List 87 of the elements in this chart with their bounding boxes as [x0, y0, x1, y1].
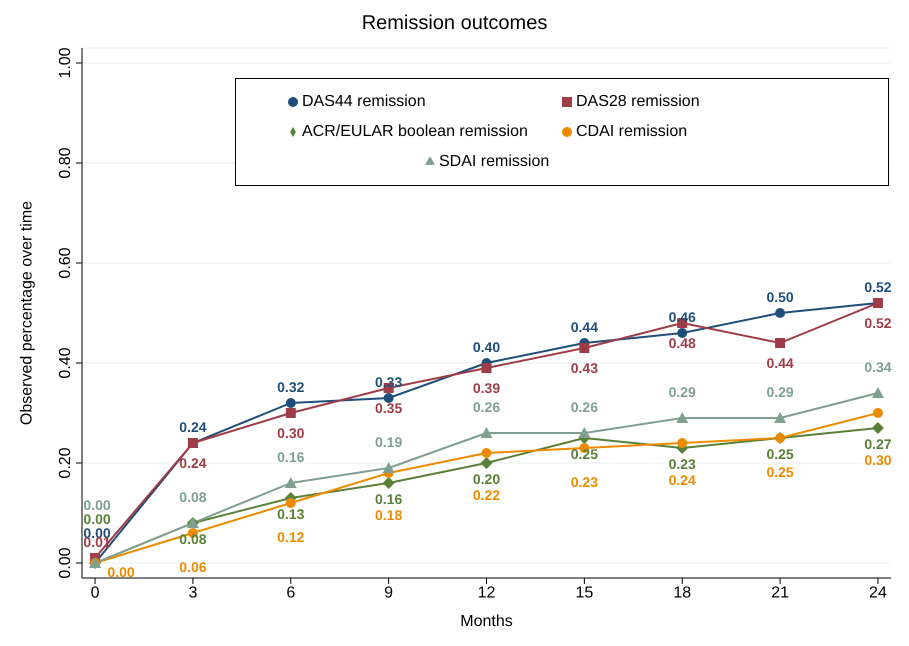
point — [677, 438, 688, 448]
data-label: 0.30 — [864, 452, 892, 468]
data-label: 0.25 — [766, 464, 794, 480]
data-label: 0.52 — [864, 279, 892, 295]
point — [775, 338, 786, 348]
legend-label: CDAI remission — [576, 122, 688, 142]
data-label: 0.35 — [375, 400, 402, 416]
data-label: 0.08 — [179, 489, 207, 505]
data-label: 0.23 — [570, 474, 598, 490]
data-label: 0.06 — [179, 559, 207, 575]
point — [579, 343, 590, 353]
point — [284, 477, 297, 488]
data-label: 0.43 — [570, 360, 598, 376]
x-tick-label: 24 — [869, 584, 887, 602]
data-label: 0.08 — [179, 531, 207, 547]
data-label: 0.26 — [472, 399, 500, 415]
data-label: 0.26 — [570, 399, 598, 415]
data-label: 0.27 — [864, 436, 892, 452]
y-axis-title: Observed percentage over time — [18, 200, 36, 426]
point — [677, 328, 688, 338]
data-label: 0.39 — [472, 380, 500, 396]
data-label: 0.23 — [668, 456, 696, 472]
data-label: 0.00 — [107, 564, 135, 580]
point — [286, 398, 296, 408]
data-label: 0.30 — [277, 425, 305, 441]
data-label: 0.29 — [766, 384, 794, 400]
data-label: 0.24 — [179, 419, 207, 435]
data-label: 0.20 — [472, 471, 500, 487]
data-label: 0.50 — [766, 289, 794, 305]
legend-label: DAS44 remission — [302, 92, 427, 112]
x-tick-label: 18 — [673, 584, 692, 602]
legend-label: ACR/EULAR boolean remission — [302, 122, 529, 142]
data-label: 0.25 — [570, 446, 598, 462]
data-label: 0.00 — [83, 511, 111, 527]
x-tick-label: 3 — [188, 584, 198, 602]
data-label: 0.32 — [277, 379, 305, 395]
point — [872, 422, 884, 434]
data-label: 0.16 — [277, 449, 305, 465]
data-label: 0.40 — [472, 339, 500, 355]
legend-label: SDAI remission — [439, 152, 550, 172]
point — [482, 363, 492, 373]
data-label: 0.29 — [668, 384, 696, 400]
y-tick-label: 0.80 — [57, 147, 74, 179]
data-label: 0.24 — [179, 455, 207, 471]
data-label: 0.44 — [570, 319, 598, 335]
data-label: 0.44 — [766, 355, 794, 371]
point — [872, 387, 884, 398]
data-label: 0.24 — [668, 472, 696, 488]
y-tick-label: 0.40 — [57, 347, 74, 379]
x-tick-label: 6 — [286, 584, 296, 602]
point — [872, 408, 883, 418]
y-tick-label: 0.20 — [57, 447, 74, 479]
x-tick-label: 21 — [771, 584, 790, 602]
data-label: 0.22 — [472, 487, 500, 503]
point — [384, 393, 394, 403]
y-tick-label: 1.00 — [57, 47, 74, 79]
data-label: 0.52 — [864, 315, 892, 331]
x-axis-title: Months — [460, 613, 513, 630]
data-label: 0.25 — [766, 446, 794, 462]
data-label: 0.48 — [668, 335, 696, 351]
point — [382, 477, 395, 489]
point — [382, 462, 395, 473]
data-label: 0.12 — [277, 529, 305, 545]
data-label: 0.34 — [864, 359, 892, 375]
point — [676, 412, 688, 423]
x-tick-label: 15 — [575, 584, 594, 602]
point — [480, 457, 492, 469]
point — [775, 308, 786, 318]
chart-title: Remission outcomes — [360, 11, 548, 36]
x-tick-label: 0 — [90, 584, 100, 602]
data-label: 0.16 — [375, 491, 402, 507]
point — [480, 427, 492, 438]
data-label: 0.13 — [277, 506, 305, 522]
point — [774, 412, 786, 423]
data-label: 0.00 — [83, 497, 111, 513]
point — [482, 448, 492, 458]
legend-label: DAS28 remission — [576, 92, 701, 112]
point — [286, 498, 296, 508]
x-tick-label: 12 — [478, 584, 496, 602]
y-tick-label: 0.00 — [57, 547, 74, 579]
data-label: 0.19 — [375, 434, 402, 450]
point — [578, 427, 590, 438]
data-label: 0.18 — [375, 507, 402, 523]
x-tick-label: 9 — [384, 584, 394, 602]
point — [286, 408, 296, 418]
y-tick-label: 0.60 — [57, 247, 74, 279]
data-label: 0.46 — [668, 309, 696, 325]
